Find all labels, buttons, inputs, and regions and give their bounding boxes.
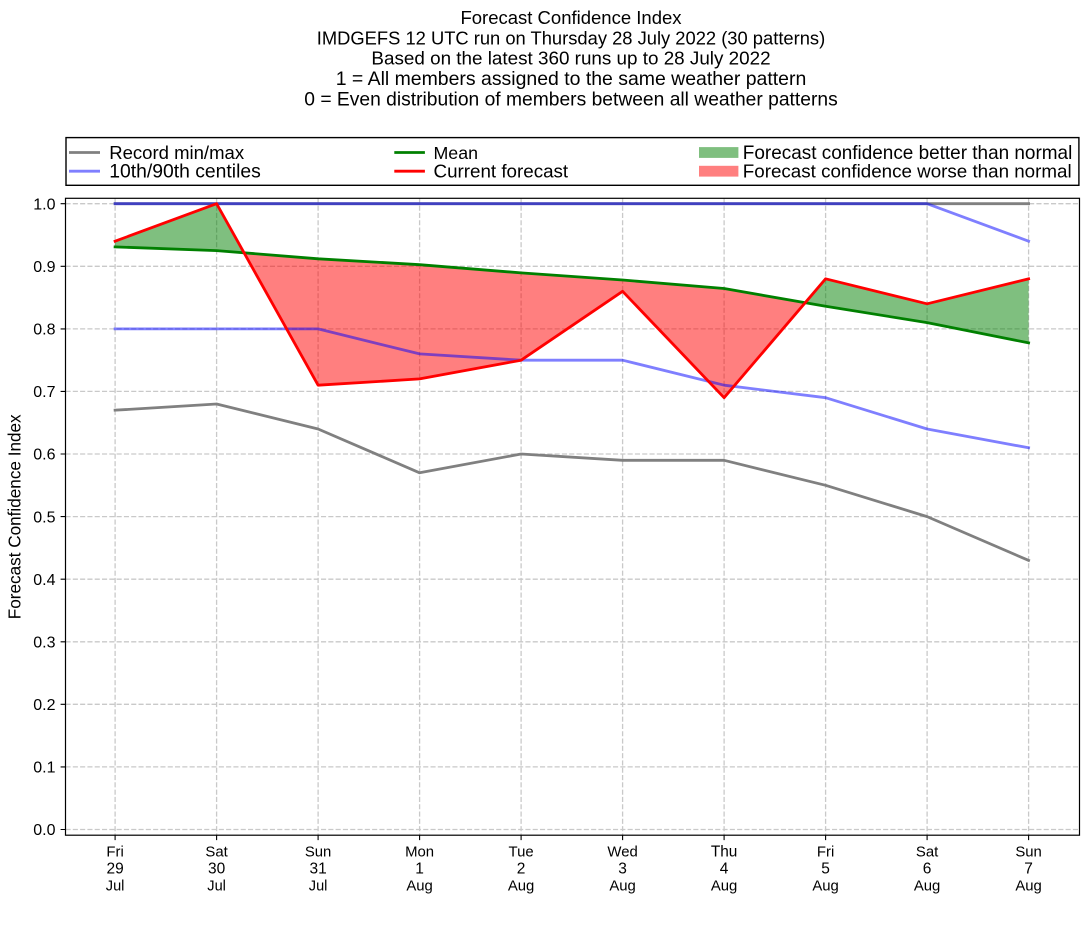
svg-text:Current forecast: Current forecast [434,161,569,182]
svg-text:2: 2 [517,861,526,878]
svg-text:Aug: Aug [609,879,636,895]
svg-text:Forecast Confidence Index: Forecast Confidence Index [5,414,25,619]
svg-text:Wed: Wed [607,845,637,861]
svg-text:Sat: Sat [205,845,228,861]
svg-text:Record min/max: Record min/max [109,142,245,163]
svg-text:Forecast confidence better tha: Forecast confidence better than normal [743,143,1072,164]
svg-text:5: 5 [821,861,830,878]
svg-text:Aug: Aug [812,879,839,895]
svg-text:Aug: Aug [1015,879,1042,895]
svg-text:Aug: Aug [508,879,535,895]
svg-text:0.3: 0.3 [33,635,55,652]
svg-text:7: 7 [1024,861,1033,878]
svg-text:0.4: 0.4 [33,572,55,589]
svg-text:Mean: Mean [434,143,478,163]
svg-text:Fri: Fri [106,845,123,861]
svg-text:0.6: 0.6 [33,447,55,464]
svg-text:0 = Even distribution of membe: 0 = Even distribution of members between… [304,90,837,111]
svg-text:1 = All members assigned to th: 1 = All members assigned to the same wea… [336,68,807,90]
svg-text:Mon: Mon [405,845,434,861]
svg-text:Fri: Fri [817,845,834,861]
svg-text:1.0: 1.0 [33,196,55,213]
svg-text:Thu: Thu [711,844,738,861]
svg-text:Aug: Aug [406,879,433,895]
svg-text:Aug: Aug [711,879,738,895]
svg-text:29: 29 [106,861,123,878]
svg-text:31: 31 [309,861,326,878]
svg-text:0.5: 0.5 [33,509,55,526]
svg-text:0.2: 0.2 [33,697,55,714]
svg-text:Forecast Confidence Index: Forecast Confidence Index [460,7,682,28]
svg-text:Sun: Sun [1015,845,1042,861]
svg-text:4: 4 [720,861,729,878]
svg-text:Jul: Jul [207,879,226,895]
svg-text:10th/90th centiles: 10th/90th centiles [109,161,261,183]
svg-text:Sat: Sat [916,845,939,861]
svg-text:IMDGEFS 12 UTC run on Thursday: IMDGEFS 12 UTC run on Thursday 28 July 2… [317,27,825,48]
svg-text:0.9: 0.9 [33,259,55,276]
svg-text:Based on the latest 360 runs u: Based on the latest 360 runs up to 28 Ju… [371,48,770,69]
svg-text:0.1: 0.1 [33,760,55,777]
svg-text:Aug: Aug [914,879,941,895]
svg-text:30: 30 [208,861,226,878]
svg-text:0.7: 0.7 [33,384,55,401]
svg-text:1: 1 [415,861,424,878]
svg-text:Jul: Jul [106,879,125,895]
svg-text:Jul: Jul [309,879,328,895]
svg-text:0.0: 0.0 [33,822,55,839]
svg-text:Sun: Sun [305,845,332,861]
svg-text:6: 6 [923,861,932,878]
svg-text:3: 3 [618,861,627,878]
svg-text:Forecast confidence worse than: Forecast confidence worse than normal [743,161,1072,182]
svg-text:0.8: 0.8 [33,322,55,339]
svg-text:Tue: Tue [509,845,534,861]
